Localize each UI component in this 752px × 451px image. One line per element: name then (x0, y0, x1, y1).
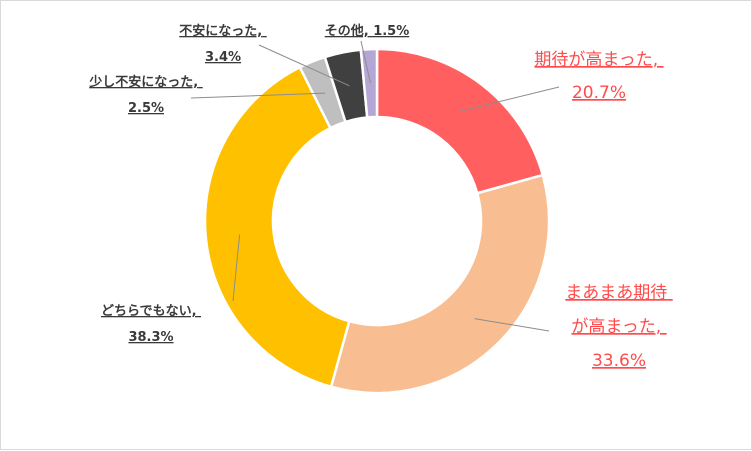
slice-label-line: まあまあ期待 (565, 283, 667, 303)
slice-label-other: その他, 1.5% (325, 23, 410, 39)
donut-slices (203, 47, 551, 395)
slice-label-neither: どちらでもない, 38.3% (101, 304, 201, 345)
slice-expectation-rose (375, 47, 545, 195)
slice-label-line: 20.7% (572, 83, 626, 103)
leader-line (190, 92, 326, 99)
slice-label-line: 3.4% (205, 50, 241, 65)
slice-label-somewhat-rose: まあまあ期待 が高まった, 33.6% (565, 283, 672, 371)
slice-label-line: その他, 1.5% (325, 23, 410, 39)
leader-line (460, 86, 560, 112)
slice-somewhat-rose (329, 173, 551, 395)
leader-line (360, 40, 371, 84)
slice-label-line: が高まった, (571, 317, 661, 337)
slice-label-line: 33.6% (592, 351, 646, 371)
slice-label-line: 不安になった, (179, 23, 262, 39)
slice-label-line: どちらでもない, (101, 304, 197, 319)
slice-label-line: 2.5% (128, 101, 164, 116)
slice-label-expectation-rose: 期待が高まった, 20.7% (534, 50, 663, 103)
slice-label-line: 少し不安になった, (88, 74, 198, 90)
leader-line (258, 44, 350, 87)
leader-line (474, 318, 550, 332)
leader-line (232, 234, 241, 302)
slice-neither (203, 65, 351, 389)
slice-label-line: 期待が高まった, (534, 50, 658, 70)
slice-label-line: 38.3% (128, 330, 173, 345)
leader-lines (190, 40, 560, 332)
slice-label-anxious: 不安になった, 3.4% (179, 23, 266, 65)
slice-other (359, 47, 379, 119)
slice-label-slightly-anxious: 少し不安になった, 2.5% (88, 74, 202, 116)
